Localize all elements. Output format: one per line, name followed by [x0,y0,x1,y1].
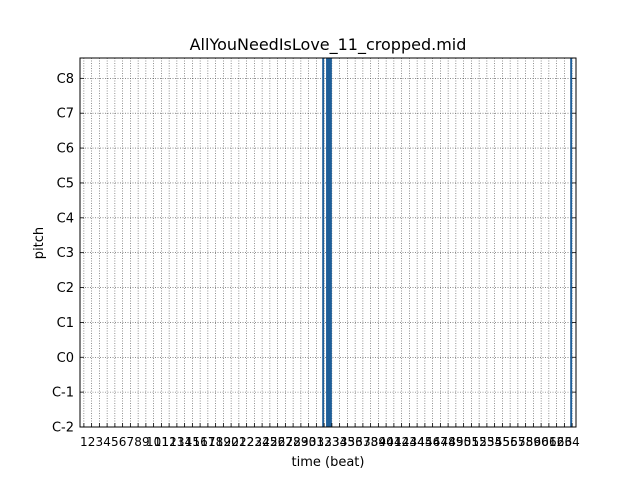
x-tick-label: 11 [154,435,169,449]
x-tick-label: 24 [254,435,269,449]
x-tick-label: 63 [557,435,572,449]
y-ticks: C-2 C-1 C0 C1 C2 C3 C4 C5 C6 C7 C8 [52,72,576,436]
x-tick-label: 38 [363,435,378,449]
x-tick-label: 42 [394,435,409,449]
x-tick-label: 6 [119,435,127,449]
x-tick-label: 40 [378,435,393,449]
y-tick-label: C0 [57,351,74,366]
x-tick-label: 12 [161,435,176,449]
x-tick-label: 25 [262,435,277,449]
y-tick-label: C3 [57,246,74,261]
note-block [326,58,332,427]
x-tick-label: 21 [231,435,246,449]
y-tick-label: C7 [57,107,74,122]
x-tick-label: 2 [88,435,96,449]
y-tick-label: C5 [57,176,74,191]
x-tick-label: 9 [142,435,150,449]
x-tick-label: 41 [386,435,401,449]
x-tick-label: 3 [96,435,104,449]
x-tick-label: 33 [324,435,339,449]
x-tick-label: 43 [402,435,417,449]
x-tick-label: 28 [285,435,300,449]
x-tick-label: 5 [111,435,119,449]
x-tick-label: 4 [103,435,111,449]
x-tick-label: 10 [146,435,161,449]
x-tick-label: 45 [417,435,432,449]
x-tick-label: 7 [127,435,135,449]
x-tick-label: 62 [549,435,564,449]
x-tick-label: 31 [309,435,324,449]
x-tick-label: 34 [332,435,347,449]
x-tick-label: 17 [200,435,215,449]
x-tick-label: 46 [425,435,440,449]
x-tick-label: 57 [510,435,525,449]
x-tick-label: 29 [293,435,308,449]
y-tick-label: C-1 [52,386,74,401]
x-tick-label: 51 [464,435,479,449]
x-tick-label: 64 [564,435,579,449]
x-tick-label: 23 [247,435,262,449]
x-tick-label: 22 [239,435,254,449]
x-tick-label: 13 [169,435,184,449]
plot-frame [79,57,577,428]
x-tick-label: 37 [355,435,370,449]
x-tick-label: 1 [80,435,88,449]
x-tick-label: 35 [340,435,355,449]
y-axis-label: pitch [32,227,47,259]
x-tick-label: 48 [440,435,455,449]
x-tick-label: 54 [487,435,502,449]
x-tick-label: 8 [134,435,142,449]
x-tick-label: 19 [216,435,231,449]
x-tick-label: 39 [371,435,386,449]
x-tick-label: 53 [479,435,494,449]
notes-layer [322,58,573,427]
x-tick-label: 59 [526,435,541,449]
y-tick-label: C6 [57,142,74,157]
x-tick-label: 18 [208,435,223,449]
x-ticks: 1 2 3 4 5 6 7 8 91011121314151617181920212223242… [80,423,580,449]
x-tick-label: 32 [316,435,331,449]
x-tick-label: 47 [433,435,448,449]
x-tick-label: 26 [270,435,285,449]
x-tick-label: 61 [541,435,556,449]
x-tick-label: 15 [185,435,200,449]
x-tick-label: 60 [533,435,548,449]
x-tick-label: 52 [471,435,486,449]
x-tick-label: 49 [448,435,463,449]
x-tick-label: 55 [495,435,510,449]
x-tick-label: 44 [409,435,424,449]
y-tick-label: C8 [57,72,74,87]
y-tick-label: C2 [57,281,74,296]
y-tick-label: C1 [57,316,74,331]
x-tick-label: 58 [518,435,533,449]
chart-title: AllYouNeedIsLove_11_cropped.mid [190,35,467,55]
x-tick-label: 56 [502,435,517,449]
note-block [322,58,325,427]
x-tick-label: 36 [347,435,362,449]
y-tick-label: C-2 [52,421,74,436]
x-tick-label: 16 [192,435,207,449]
x-tick-label: 14 [177,435,192,449]
x-tick-label: 50 [456,435,471,449]
x-tick-label: 20 [223,435,238,449]
x-tick-label: 30 [301,435,316,449]
x-tick-label: 27 [278,435,293,449]
y-tick-label: C4 [57,211,74,226]
note-block [570,58,573,427]
x-axis-label: time (beat) [292,455,365,470]
